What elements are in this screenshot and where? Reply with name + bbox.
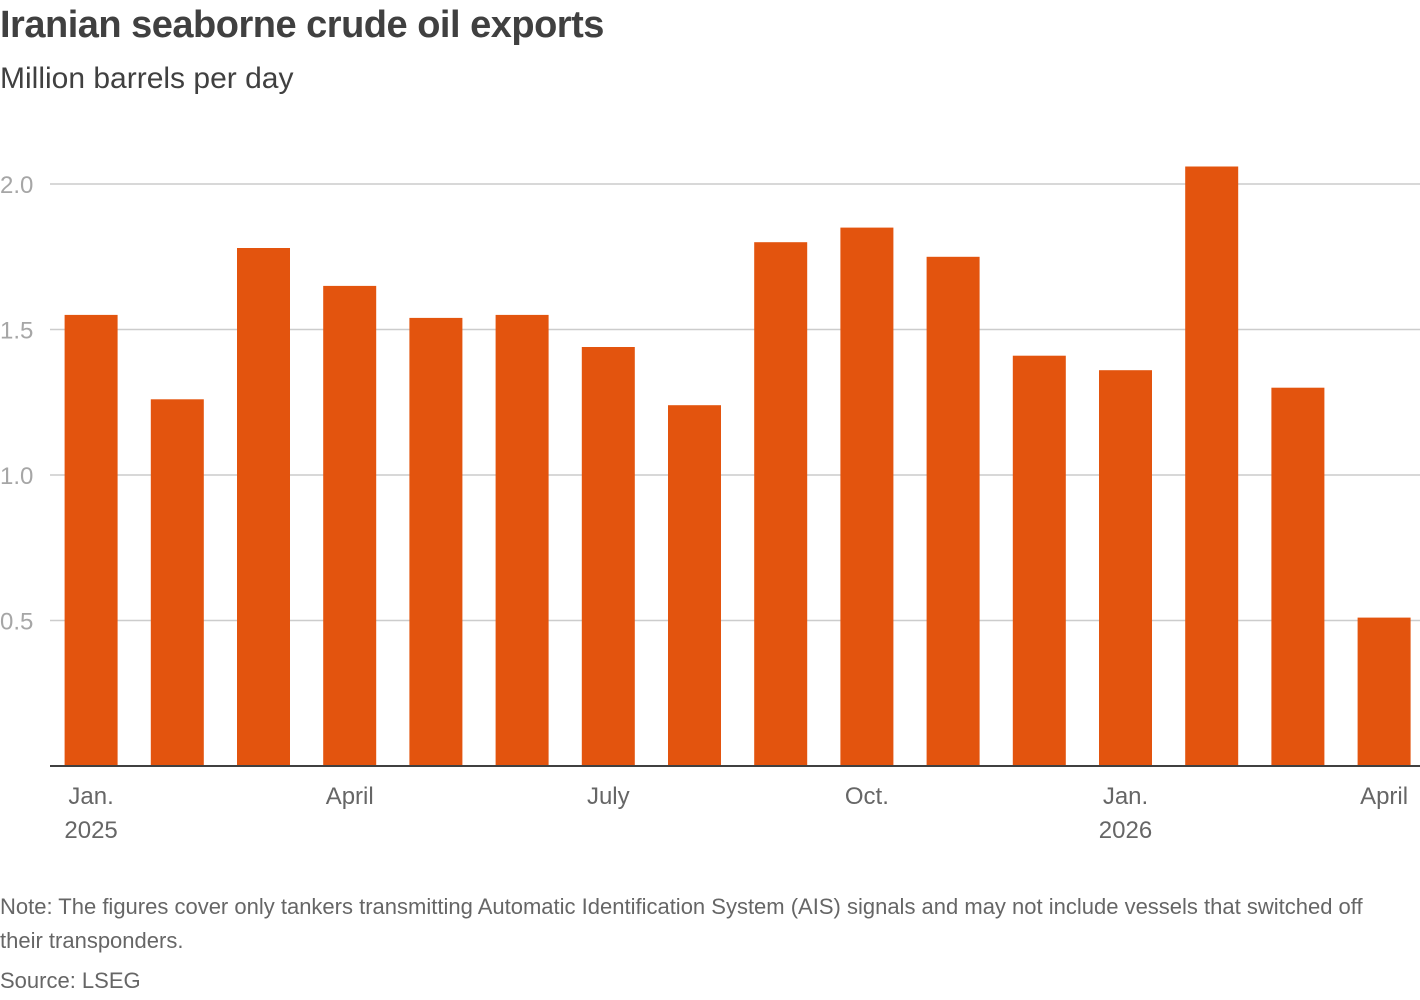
chart-source: Source: LSEG xyxy=(0,968,141,993)
y-tick-label: 1.5 xyxy=(0,318,33,345)
y-tick-label: 1.0 xyxy=(0,463,33,490)
bar-chart: 0.5 1.0 1.5 2.0 Jan. 2025 April July Oct. Jan. 20… xyxy=(0,166,1420,844)
y-axis-labels: 0.5 1.0 1.5 2.0 xyxy=(0,172,33,636)
bar-jun-2025 xyxy=(495,314,549,766)
bar-mar-2025 xyxy=(237,248,290,766)
bar-apr-2025 xyxy=(323,285,377,766)
bar-aug-2025 xyxy=(668,405,721,766)
x-tick-label: Oct. xyxy=(845,783,889,810)
bar-nov-2025 xyxy=(926,256,980,767)
bar-oct-2025 xyxy=(840,227,894,767)
y-tick-label: 2.0 xyxy=(0,172,33,199)
x-axis-labels: Jan. 2025 April July Oct. Jan. 2026 April xyxy=(64,783,1408,844)
x-tick-label: April xyxy=(326,783,374,810)
x-tick-label: 2025 xyxy=(64,817,117,844)
bar-jul-2025 xyxy=(581,347,635,766)
bar-jan-2026 xyxy=(1099,370,1152,766)
bar-feb-2026 xyxy=(1185,166,1239,766)
bar-sep-2025 xyxy=(754,242,808,766)
x-tick-label: July xyxy=(587,783,630,810)
bar-apr-2026 xyxy=(1357,617,1411,766)
bar-may-2025 xyxy=(409,317,463,766)
chart-note: Note: The figures cover only tankers tra… xyxy=(0,894,1363,953)
x-tick-label: 2026 xyxy=(1099,817,1152,844)
x-tick-label: April xyxy=(1360,783,1408,810)
x-tick-label: Jan. xyxy=(68,783,113,810)
bar-jan-2025 xyxy=(64,314,118,766)
bar-feb-2025 xyxy=(150,399,204,766)
chart-title: Iranian seaborne crude oil exports xyxy=(0,4,604,46)
bar-dec-2025 xyxy=(1012,355,1066,766)
bar-mar-2026 xyxy=(1271,387,1325,766)
chart-subtitle: Million barrels per day xyxy=(0,62,294,95)
y-tick-label: 0.5 xyxy=(0,609,33,636)
bars xyxy=(64,166,1411,767)
x-tick-label: Jan. xyxy=(1103,783,1148,810)
